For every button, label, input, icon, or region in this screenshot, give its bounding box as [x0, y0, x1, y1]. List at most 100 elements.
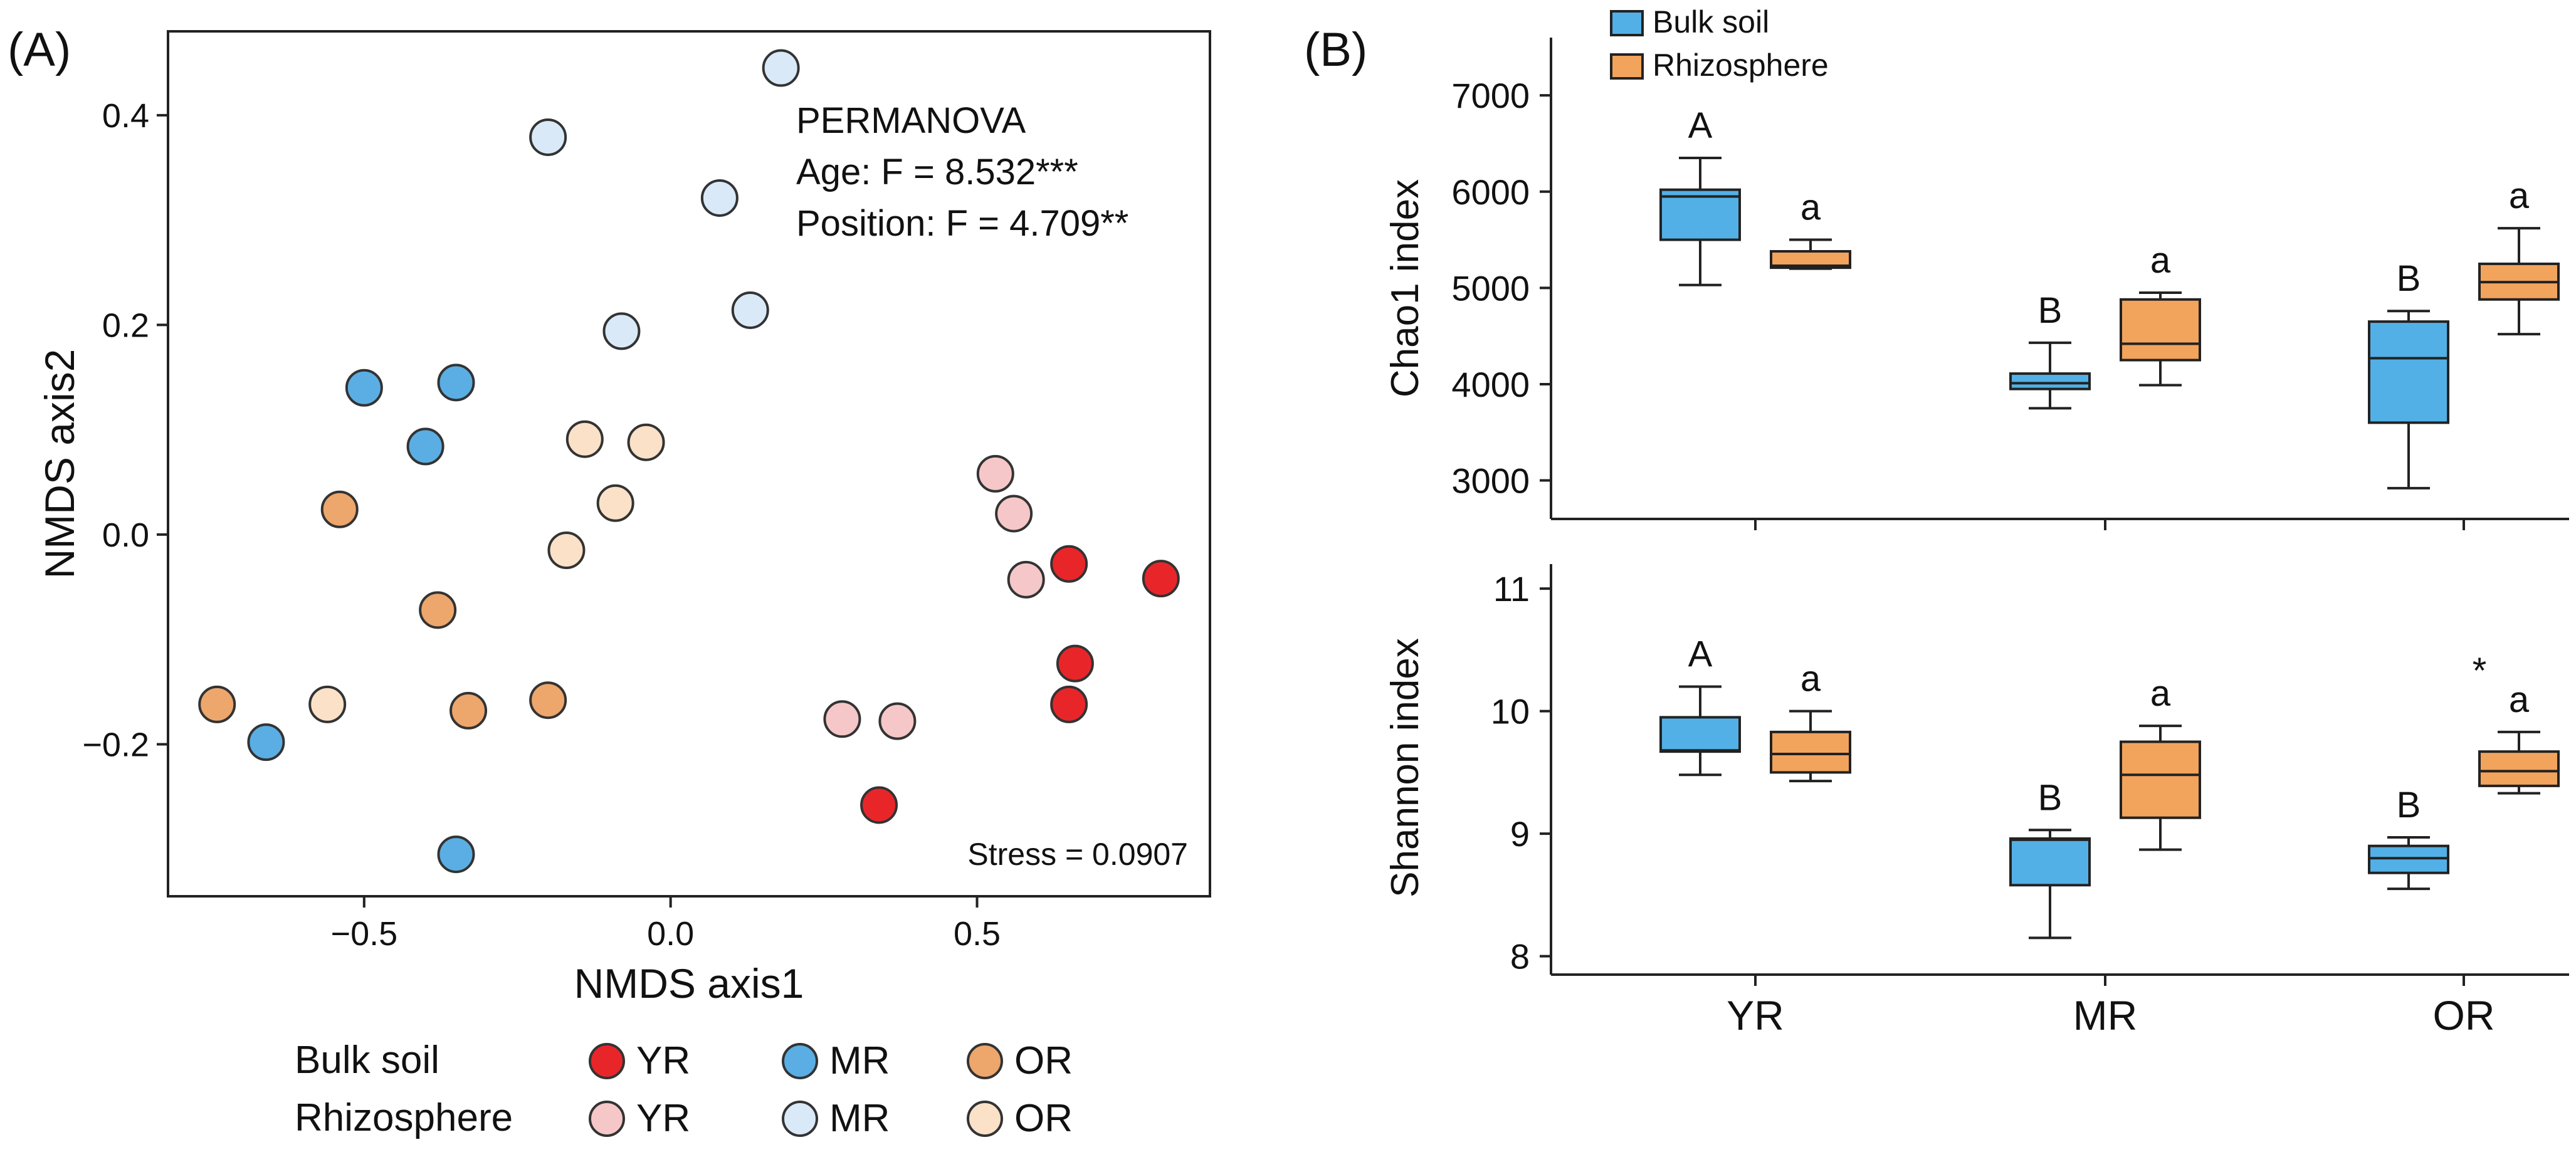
- point-rhizosphere-or: [308, 685, 347, 723]
- legend-bulk-mr: MR: [829, 1039, 890, 1082]
- point-bulk-soil-yr: [1050, 685, 1088, 723]
- chao1-y-tick-label: 4000: [1451, 365, 1530, 404]
- shannon-y-tick-label: 11: [1493, 569, 1530, 609]
- shannon-box-bulk-soil: [1659, 716, 1741, 753]
- nmds-x-ticks: −0.5 0.0 0.5: [331, 896, 1001, 953]
- point-bulk-soil-mr: [406, 427, 444, 466]
- nmds-y-ticks: −0.2 0.0 0.2 0.4: [82, 97, 168, 763]
- shannon-y-ticks: 8 9 10 11: [1491, 569, 1551, 976]
- point-rhizosphere-mr: [700, 179, 739, 217]
- chao1-x-ticks: [1754, 519, 2465, 530]
- chao1-y-tick-label: 3000: [1451, 461, 1530, 501]
- shannon-y-tick-label: 10: [1491, 692, 1530, 731]
- shannon-x-tick-label: OR: [2433, 992, 2495, 1039]
- chao1-plot: 3000 4000 5000 6000 7000 A B Ba a a Chao1 index: [1384, 38, 2569, 530]
- point-rhizosphere-mr: [602, 312, 641, 350]
- legend-bulk-or: OR: [1014, 1039, 1073, 1082]
- box-legend: Bulk soil Rhizosphere: [1610, 4, 1829, 83]
- chao1-box-bulk-soil: [2368, 320, 2449, 424]
- legend-rhizo-yr: YR: [636, 1097, 690, 1140]
- shannon-boxes: A B Ba a a *: [1659, 634, 2560, 940]
- nmds-points: [198, 49, 1180, 874]
- chao1-letter-rhizosphere: a: [1801, 187, 1821, 228]
- chao1-y-tick-label: 7000: [1451, 76, 1530, 115]
- point-bulk-soil-or: [449, 691, 488, 730]
- legend-swatch-bulk-or: [967, 1043, 1003, 1079]
- legend-swatch-rhizo-mr: [782, 1101, 818, 1137]
- shannon-letter-bulk-soil: B: [2038, 777, 2063, 818]
- point-rhizosphere-or: [547, 531, 586, 569]
- legend-bulk-yr: YR: [636, 1039, 690, 1082]
- legend-swatch-bulk-soil: [1610, 10, 1644, 36]
- shannon-box-rhizosphere: [1770, 730, 1851, 774]
- chao1-letter-bulk-soil: B: [2397, 258, 2421, 299]
- nmds-frame: [167, 30, 1211, 898]
- point-bulk-soil-yr: [860, 786, 898, 824]
- shannon-letter-bulk-soil: A: [1688, 634, 1713, 675]
- chao1-letter-rhizosphere: a: [2150, 240, 2171, 281]
- shannon-letter-rhizosphere: a: [1801, 659, 1821, 699]
- shannon-x-tick-label: YR: [1727, 992, 1784, 1039]
- chao1-y-tick-label: 6000: [1451, 172, 1530, 212]
- point-bulk-soil-or: [529, 681, 567, 720]
- point-rhizosphere-or: [627, 423, 665, 461]
- legend-swatch-bulk-mr: [782, 1043, 818, 1079]
- nmds-legend: Bulk soil Rhizosphere YR MR OR YR MR OR: [295, 1039, 1073, 1140]
- nmds-x-tick-label: −0.5: [331, 915, 398, 953]
- chao1-box-bulk-soil: [1659, 188, 1741, 241]
- shannon-y-label: Shannon index: [1384, 638, 1427, 898]
- point-bulk-soil-yr: [1050, 545, 1088, 583]
- shannon-box-bulk-soil: [2009, 837, 2091, 887]
- permanova-position: Position: F = 4.709**: [796, 203, 1128, 244]
- nmds-y-tick-label: 0.4: [102, 97, 149, 135]
- point-rhizosphere-or: [565, 420, 604, 458]
- point-bulk-soil-or: [198, 685, 236, 723]
- permanova-age: Age: F = 8.532***: [796, 152, 1078, 192]
- shannon-y-tick-label: 9: [1510, 814, 1530, 854]
- chao1-y-tick-label: 5000: [1451, 268, 1530, 308]
- legend-rhizosphere: Rhizosphere: [1653, 48, 1829, 83]
- point-rhizosphere-mr: [731, 291, 769, 329]
- chao1-box-rhizosphere: [2120, 298, 2201, 362]
- nmds-plot: −0.5 0.0 0.5 −0.2 0.0 0.2 0.4 PERMANOVA Age: …: [36, 30, 1211, 1007]
- chao1-y-label: Chao1 index: [1384, 179, 1427, 397]
- legend-swatch-rhizo-or: [967, 1101, 1003, 1137]
- stress-label: Stress = 0.0907: [967, 837, 1188, 872]
- legend-swatch-bulk-yr: [589, 1043, 625, 1079]
- legend-row-rhizo: Rhizosphere: [295, 1096, 513, 1139]
- legend-rhizo-or: OR: [1014, 1097, 1073, 1140]
- shannon-box-rhizosphere: [2478, 750, 2560, 787]
- point-rhizosphere-mr: [529, 118, 567, 156]
- point-bulk-soil-or: [320, 490, 359, 528]
- panel-label-b: (B): [1304, 23, 1367, 76]
- shannon-letter-rhizosphere: a: [2150, 673, 2171, 714]
- point-bulk-soil-yr: [1056, 644, 1094, 683]
- nmds-x-tick-label: 0.5: [954, 915, 1001, 953]
- point-rhizosphere-yr: [878, 702, 917, 740]
- point-bulk-soil-mr: [345, 369, 383, 407]
- point-rhizosphere-yr: [995, 495, 1033, 533]
- point-bulk-soil-or: [419, 591, 457, 629]
- nmds-y-tick-label: −0.2: [82, 726, 149, 763]
- point-bulk-soil-yr: [1142, 560, 1180, 598]
- panel-label-a: (A): [8, 23, 71, 76]
- point-rhizosphere-mr: [762, 49, 800, 87]
- chao1-letter-rhizosphere: a: [2509, 175, 2530, 216]
- point-bulk-soil-mr: [247, 723, 285, 762]
- point-rhizosphere-yr: [1007, 560, 1045, 599]
- shannon-x-ticks: YR MR OR: [1727, 975, 2495, 1039]
- shannon-significance-mark: *: [2473, 651, 2487, 691]
- legend-bulk-soil: Bulk soil: [1653, 4, 1769, 39]
- chao1-boxes: A B Ba a a: [1659, 105, 2560, 490]
- point-rhizosphere-yr: [976, 454, 1014, 493]
- point-bulk-soil-mr: [437, 835, 475, 874]
- shannon-box-rhizosphere: [2120, 740, 2201, 819]
- point-rhizosphere-yr: [823, 700, 861, 738]
- shannon-y-tick-label: 8: [1510, 937, 1530, 976]
- legend-rhizo-mr: MR: [829, 1097, 890, 1140]
- chao1-letter-bulk-soil: B: [2038, 290, 2063, 331]
- shannon-letter-bulk-soil: B: [2397, 785, 2421, 825]
- shannon-plot: 8 9 10 11 YR MR OR A B Ba a a * Shannon index: [1384, 564, 2569, 1039]
- nmds-y-tick-label: 0.0: [102, 516, 149, 554]
